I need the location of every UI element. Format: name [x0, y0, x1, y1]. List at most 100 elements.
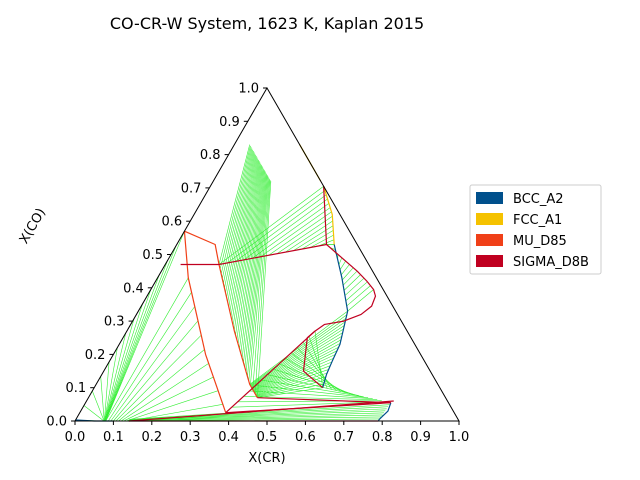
- y-tick-label: 0.6: [162, 215, 183, 230]
- boundary-mu-d85: [218, 264, 258, 398]
- tie-line: [129, 404, 390, 420]
- tie-line: [255, 369, 329, 395]
- y-tick-label: 0.5: [142, 248, 163, 263]
- tie-line: [110, 306, 195, 422]
- tie-line: [113, 320, 199, 422]
- x-tick-label: 0.4: [218, 430, 239, 445]
- tie-line: [240, 168, 264, 354]
- tie-line: [249, 314, 347, 386]
- legend-swatch: [476, 255, 503, 267]
- y-tick-label: 0.9: [219, 115, 240, 130]
- tie-line: [249, 390, 373, 399]
- tie-line: [128, 416, 382, 421]
- tie-line: [253, 346, 339, 391]
- boundary-sigma-d8b: [225, 330, 316, 414]
- tie-line: [302, 341, 333, 390]
- x-tick-label: 0.0: [65, 430, 86, 445]
- boundary-mu-d85: [184, 230, 220, 265]
- y-tick-label: 0.3: [104, 315, 125, 330]
- tie-line: [243, 171, 266, 363]
- tie-line: [115, 334, 202, 422]
- chart-title: CO-CR-W System, 1623 K, Kaplan 2015: [110, 14, 424, 33]
- tie-line: [256, 380, 325, 397]
- legend-label: BCC_A2: [513, 192, 564, 207]
- tie-line: [247, 174, 268, 377]
- tie-line: [255, 385, 369, 398]
- boundary-mu-d85: [183, 231, 227, 413]
- tie-line: [243, 198, 328, 261]
- phase-boundaries: [75, 144, 394, 422]
- x-tick-label: 0.2: [141, 430, 162, 445]
- axis-ticks: 0.00.0 0.1 0.1 0.2 0.2 0.3 0.3 0.4 0.4 0.5 0.5 0.6 0…: [46, 82, 469, 446]
- tie-line: [257, 181, 272, 398]
- tie-line: [219, 145, 251, 270]
- tie-line: [252, 335, 343, 390]
- tie-line: [218, 185, 324, 265]
- tie-line: [236, 164, 262, 340]
- tie-line: [256, 383, 324, 398]
- tie-line: [129, 414, 383, 421]
- tie-line: [231, 159, 259, 322]
- tie-line: [108, 291, 192, 422]
- tie-line: [233, 162, 261, 331]
- tie-line: [104, 332, 127, 422]
- legend-frame: [469, 184, 602, 275]
- tie-line: [100, 376, 105, 422]
- tie-line: [253, 350, 338, 392]
- y-tick-label: 0.8: [200, 148, 221, 163]
- boundary-bcc-a2: [322, 244, 349, 388]
- tie-line: [254, 179, 271, 394]
- tie-line: [104, 347, 118, 422]
- tie-line: [309, 234, 334, 248]
- tie-line: [308, 336, 328, 389]
- ternary-frame: [74, 86, 460, 422]
- tie-line: [126, 390, 219, 422]
- tie-line: [105, 245, 177, 422]
- tie-line: [221, 148, 253, 279]
- tie-line: [105, 231, 185, 422]
- tie-line: [342, 270, 358, 286]
- tie-line: [255, 372, 328, 396]
- x-tick-label: 1.0: [449, 430, 470, 445]
- y-tick-label: 0.7: [181, 181, 202, 196]
- legend-label: MU_D85: [513, 234, 567, 249]
- tie-line: [314, 331, 323, 388]
- x-tick-label: 0.5: [257, 430, 278, 445]
- tie-line: [279, 363, 351, 394]
- tie-line: [285, 220, 333, 253]
- tie-line: [104, 274, 160, 422]
- tie-line: [253, 354, 336, 393]
- legend-label: SIGMA_D8B: [513, 255, 589, 270]
- y-tick-label: 0.1: [66, 381, 87, 396]
- tie-line: [105, 277, 189, 422]
- tie-line: [248, 176, 269, 382]
- tie-line: [285, 358, 346, 393]
- tie-line: [129, 410, 386, 421]
- tie-line: [92, 390, 105, 422]
- tie-line: [105, 260, 168, 422]
- tie-line: [230, 158, 259, 317]
- tie-line: [340, 264, 350, 276]
- y-tick-label: 0.2: [85, 348, 106, 363]
- x-axis-label: X(CR): [248, 451, 285, 466]
- tie-line: [345, 281, 368, 301]
- tie-line: [347, 289, 374, 312]
- tie-line: [229, 157, 258, 312]
- tie-line: [250, 318, 347, 386]
- legend-swatch: [476, 192, 503, 204]
- legend-swatch: [476, 234, 503, 246]
- y-axis-label: X(CO): [17, 206, 49, 247]
- tie-line: [227, 190, 326, 264]
- tie-line: [250, 177, 269, 386]
- tie-line: [243, 396, 378, 400]
- tie-line: [251, 325, 345, 388]
- tie-line: [343, 274, 361, 291]
- tie-line: [220, 147, 252, 274]
- tie-line: [226, 153, 256, 298]
- tie-line: [273, 368, 355, 395]
- tie-line: [342, 267, 354, 281]
- triangle-outline: [74, 86, 460, 422]
- tie-line: [260, 207, 331, 258]
- tie-line: [218, 144, 251, 265]
- legend-label: FCC_A1: [513, 213, 562, 228]
